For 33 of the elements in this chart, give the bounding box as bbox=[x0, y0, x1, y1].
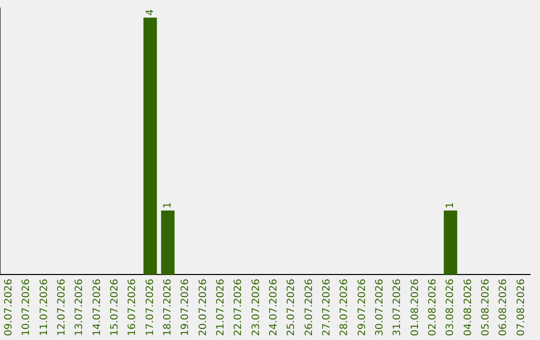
x-tick-label: 27.07.2026 bbox=[321, 278, 332, 336]
x-tick-label: 20.07.2026 bbox=[198, 278, 209, 336]
x-tick-label: 24.07.2026 bbox=[268, 278, 280, 336]
x-tick-label: 18.07.2026 bbox=[162, 278, 174, 336]
x-tick-label: 30.07.2026 bbox=[374, 278, 386, 336]
x-tick-label: 22.07.2026 bbox=[233, 278, 244, 336]
data-label: 4 bbox=[144, 9, 156, 16]
x-tick-label: 14.07.2026 bbox=[92, 278, 103, 336]
x-tick-label: 06.08.2026 bbox=[498, 278, 510, 336]
x-tick-label: 10.07.2026 bbox=[21, 278, 32, 336]
data-label: 1 bbox=[445, 202, 456, 208]
x-tick-label: 01.08.2026 bbox=[410, 278, 421, 336]
x-tick-label: 12.07.2026 bbox=[56, 278, 68, 336]
x-tick-label: 23.07.2026 bbox=[250, 278, 262, 336]
x-tick-label: 31.07.2026 bbox=[392, 278, 404, 336]
x-tick-label: 04.08.2026 bbox=[462, 278, 474, 336]
x-tick-label: 15.07.2026 bbox=[109, 278, 120, 336]
x-tick-label: 11.07.2026 bbox=[38, 278, 50, 336]
x-tick-label: 19.07.2026 bbox=[180, 278, 192, 336]
x-tick-label: 03.08.2026 bbox=[445, 278, 456, 336]
x-tick-label: 07.08.2026 bbox=[516, 278, 527, 336]
x-tick-label: 13.07.2026 bbox=[74, 278, 86, 336]
x-tick-label: 17.07.2026 bbox=[144, 278, 156, 336]
x-tick-label: 05.08.2026 bbox=[480, 278, 492, 336]
x-tick-label: 25.07.2026 bbox=[286, 278, 298, 336]
data-label: 1 bbox=[162, 202, 174, 208]
x-tick-label: 26.07.2026 bbox=[304, 278, 315, 336]
x-tick-label: 02.08.2026 bbox=[427, 278, 438, 336]
x-tick-label: 16.07.2026 bbox=[127, 278, 138, 336]
x-tick-label: 28.07.2026 bbox=[339, 278, 350, 336]
x-tick-label: 09.07.2026 bbox=[3, 278, 14, 336]
x-tick-label: 29.07.2026 bbox=[356, 278, 368, 336]
x-tick-label: 21.07.2026 bbox=[215, 278, 226, 336]
